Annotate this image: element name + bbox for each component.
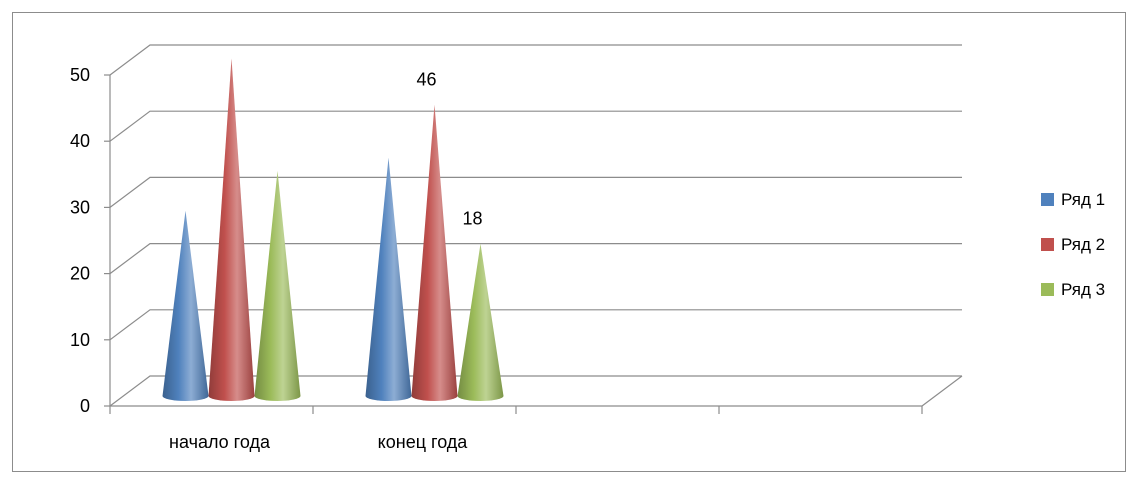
chart-border [12, 12, 1126, 472]
cone-2-1 [208, 58, 255, 402]
gridline [109, 375, 962, 407]
legend-label: Ряд 2 [1061, 235, 1105, 254]
cone-1-1 [162, 210, 209, 402]
category-label: конец года [378, 432, 469, 452]
gridline [109, 309, 962, 341]
legend-swatch [1041, 238, 1054, 251]
y-tick-label: 10 [70, 330, 90, 350]
cone-3-2 [457, 243, 504, 402]
axes [104, 74, 963, 414]
data-label: 46 [416, 70, 436, 90]
legend-swatch [1041, 193, 1054, 206]
gridline [109, 176, 962, 208]
data-labels: 46 18 [416, 70, 482, 229]
cone-1-2 [365, 157, 412, 401]
category-labels: начало года конец года [169, 432, 468, 452]
legend-label: Ряд 1 [1061, 190, 1105, 209]
category-label: начало года [169, 432, 271, 452]
y-tick-label: 30 [70, 197, 90, 217]
cone-2-2 [411, 104, 458, 402]
y-tick-label: 20 [70, 264, 90, 284]
gridlines [109, 44, 962, 407]
legend: Ряд 1 Ряд 2 Ряд 3 [1041, 190, 1105, 299]
y-tick-label: 0 [80, 396, 90, 416]
cone-3-1 [254, 170, 301, 402]
legend-swatch [1041, 283, 1054, 296]
gridline [109, 110, 962, 142]
y-tick-label: 50 [70, 65, 90, 85]
y-tick-labels: 0 10 20 30 40 50 [70, 65, 90, 416]
cones [162, 58, 504, 402]
gridline [109, 243, 962, 275]
y-tick-label: 40 [70, 131, 90, 151]
data-label: 18 [462, 209, 482, 229]
legend-label: Ряд 3 [1061, 280, 1105, 299]
gridline [109, 44, 962, 76]
